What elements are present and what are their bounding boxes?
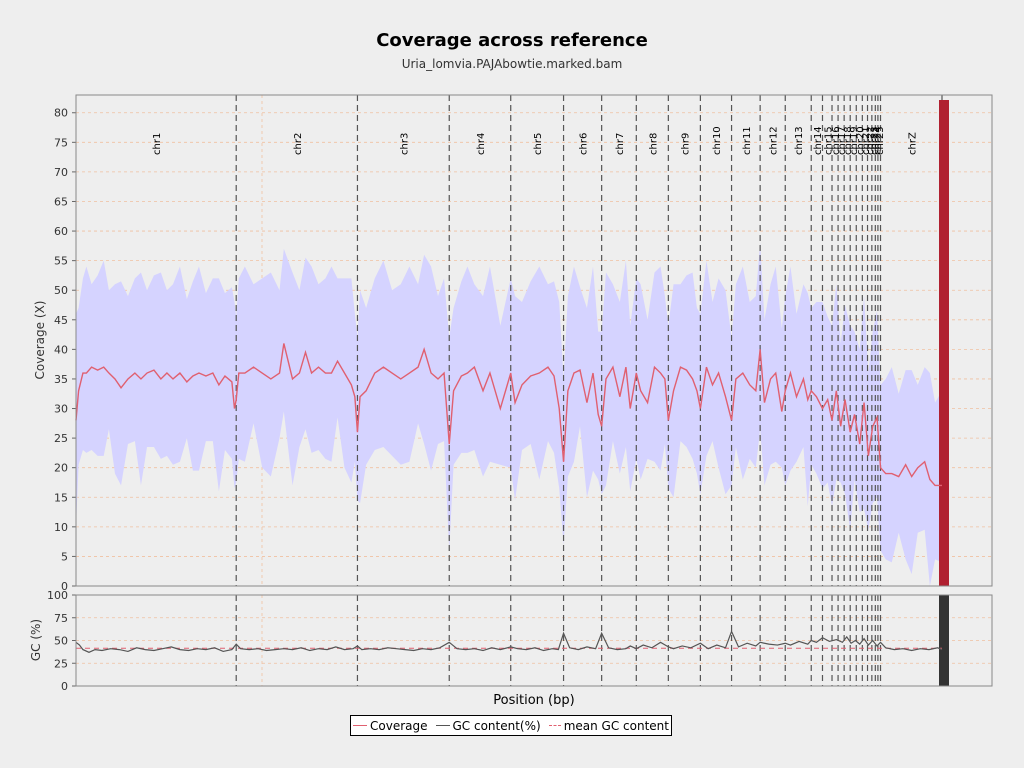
coverage-y-tick-label: 40 <box>54 343 68 356</box>
coverage-y-tick-label: 0 <box>61 580 68 593</box>
coverage-y-tick-label: 10 <box>54 521 68 534</box>
chromosome-label: chr9 <box>680 133 691 155</box>
gc-y-axis: 0 25 50 75 100 <box>47 589 76 693</box>
gc-y-tick-label: 25 <box>54 657 68 670</box>
legend-coverage: Coverage <box>353 719 428 733</box>
legend: Coverage GC content(%) mean GC content <box>350 715 672 736</box>
coverage-y-tick-label: 15 <box>54 491 68 504</box>
chromosome-label: chr5 <box>533 133 544 155</box>
legend-gc: GC content(%) <box>435 718 541 733</box>
coverage-y-tick-label: 35 <box>54 373 68 386</box>
chromosome-label: chrZ <box>907 132 918 155</box>
chromosome-label: chr8 <box>648 133 659 155</box>
coverage-y-tick-label: 20 <box>54 462 68 475</box>
gc-plot-frame <box>75 594 993 687</box>
chromosome-label: chr10 <box>712 126 723 155</box>
chromosome-label: chr24 <box>873 126 884 155</box>
legend-mean-gc: mean GC content <box>548 718 669 733</box>
legend-mean-gc-label: mean GC content <box>563 718 669 733</box>
gc-series-line <box>75 629 943 653</box>
gc-y-tick-label: 50 <box>54 635 68 648</box>
coverage-plot-frame <box>75 94 993 587</box>
coverage-band-area <box>76 242 942 586</box>
chromosome-label: chr18 <box>843 126 854 155</box>
chromosome-label: chr15 <box>823 126 834 155</box>
coverage-series-line <box>75 343 942 487</box>
coverage-line <box>75 343 942 487</box>
legend-coverage-swatch <box>353 725 367 726</box>
chromosome-label: chr4 <box>476 133 487 155</box>
legend-mean-gc-swatch <box>548 725 561 726</box>
coverage-y-tick-label: 25 <box>54 432 68 445</box>
coverage-y-tick-label: 45 <box>54 314 68 327</box>
gc-y-label: GC (%) <box>29 619 43 661</box>
legend-gc-label: GC content(%) <box>452 718 541 733</box>
legend-gc-swatch <box>435 725 450 726</box>
coverage-y-label: Coverage (X) <box>33 301 47 380</box>
chromosome-label: chr17 <box>837 126 848 155</box>
chromosome-label: chr3 <box>399 133 410 155</box>
coverage-y-tick-label: 75 <box>54 136 68 149</box>
x-axis-label: Position (bp) <box>493 693 574 708</box>
chromosome-label: chr16 <box>831 126 842 155</box>
chromosome-label: chr2 <box>293 133 304 155</box>
gc-line <box>75 629 943 653</box>
coverage-y-tick-label: 60 <box>54 225 68 238</box>
chromosome-label: chr21 <box>861 126 872 155</box>
chromosome-label: chr25 <box>875 126 886 155</box>
legend-coverage-label: Coverage <box>370 718 428 733</box>
gc-y-tick-label: 75 <box>54 612 68 625</box>
chromosome-label: chr20 <box>855 126 866 155</box>
chromosome-label: chr6 <box>579 133 590 155</box>
chromosome-label: chr23 <box>870 126 881 155</box>
coverage-y-tick-label: 65 <box>54 195 68 208</box>
chromosome-label: chr19 <box>849 126 860 155</box>
chromosome-label: chr11 <box>742 126 753 155</box>
coverage-y-tick-label: 30 <box>54 403 68 416</box>
chromosome-boundaries: chr1 chr2 chr3 chr4 chr5 chr6 chr7 chr8 chr9 chr1… <box>152 95 949 586</box>
chromosome-label: chr1 <box>152 133 163 155</box>
chart-title: Coverage across reference <box>376 30 648 51</box>
coverage-y-tick-label: 55 <box>54 255 68 268</box>
gc-y-tick-label: 100 <box>47 589 68 602</box>
chromosome-label: chr12 <box>769 126 780 155</box>
chromosome-label: chr22 <box>866 126 877 155</box>
chromosome-label: chr13 <box>794 126 805 155</box>
gc-y-tick-label: 0 <box>61 680 68 693</box>
chromosome-label: chr7 <box>615 133 626 155</box>
coverage-y-tick-label: 50 <box>54 284 68 297</box>
coverage-y-tick-label: 70 <box>54 166 68 179</box>
coverage-y-axis: 0 5 10 15 20 25 30 35 40 45 50 55 60 65 70 75 80 <box>54 107 76 593</box>
chromosome-label: chr14 <box>813 126 824 155</box>
coverage-band <box>76 242 942 586</box>
small-contigs-block <box>939 100 949 586</box>
gc-small-contigs-block <box>939 595 949 686</box>
coverage-y-tick-label: 80 <box>54 107 68 120</box>
coverage-y-tick-label: 5 <box>61 550 68 563</box>
chart-subtitle: Uria_lomvia.PAJAbowtie.marked.bam <box>401 57 623 71</box>
